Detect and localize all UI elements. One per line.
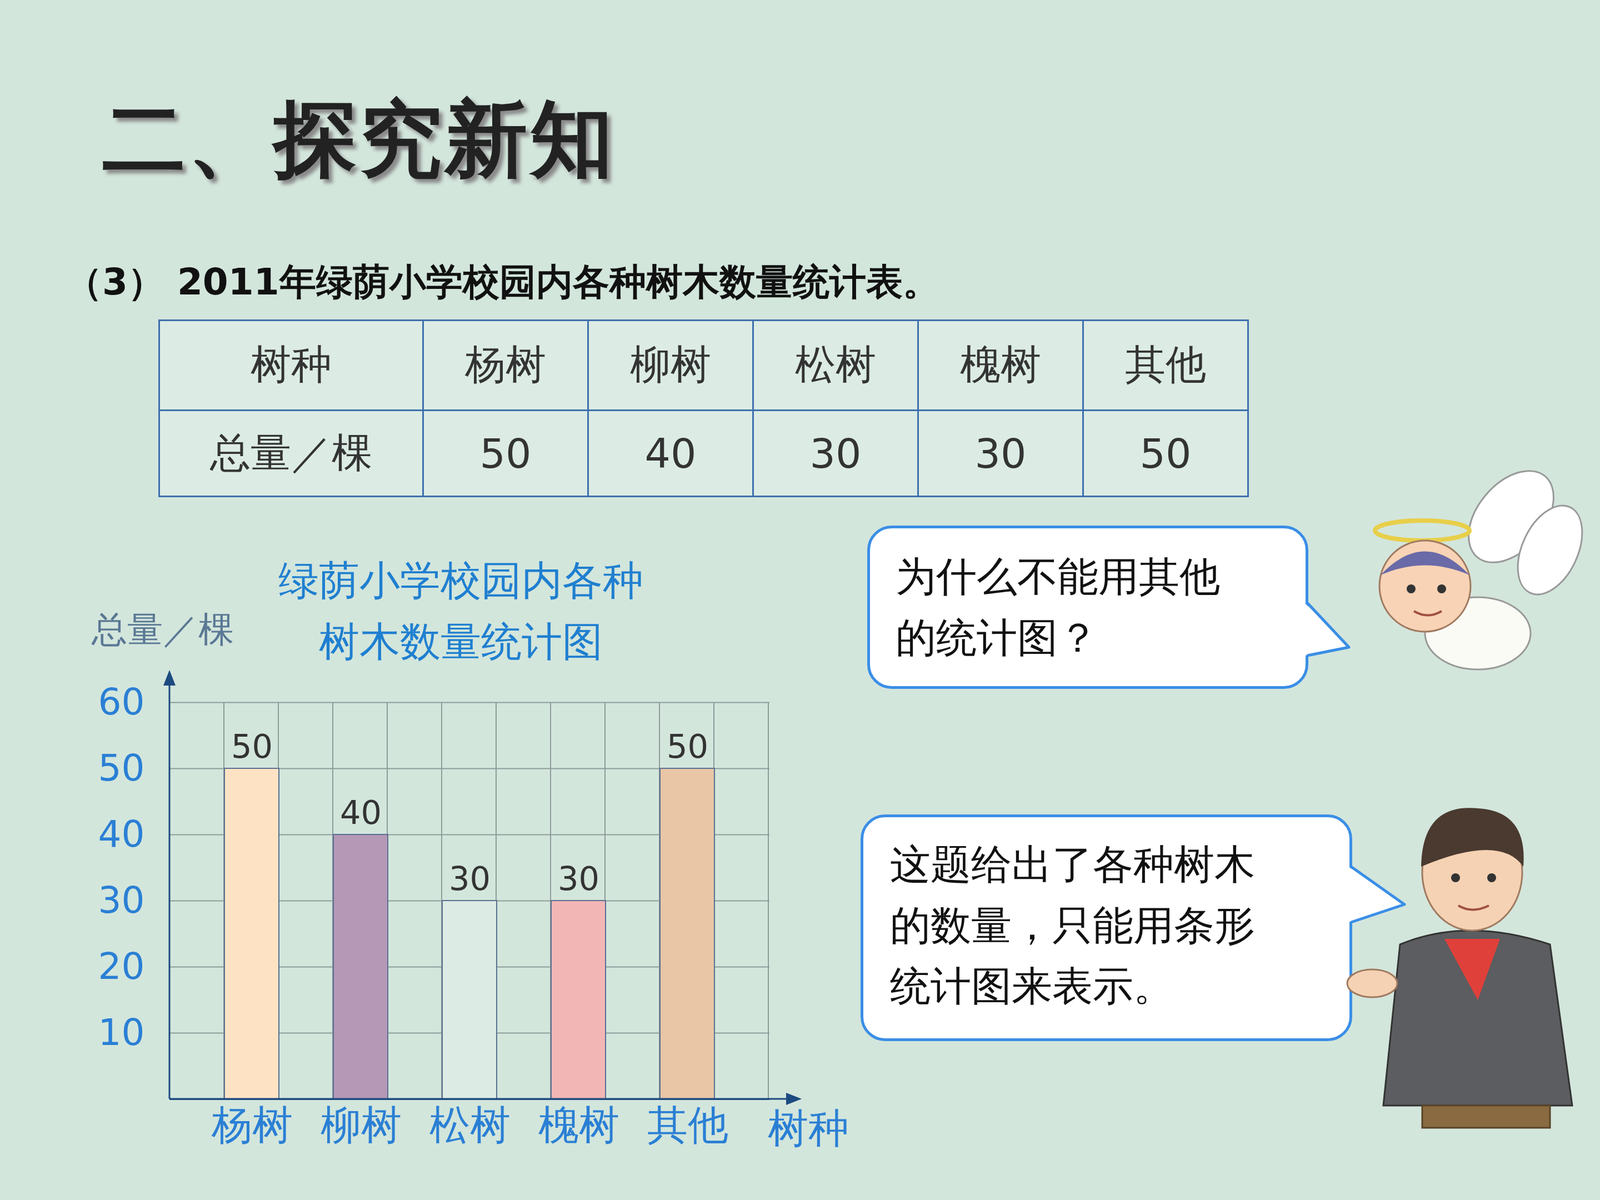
svg-text:40: 40 xyxy=(98,812,145,856)
svg-text:50: 50 xyxy=(666,727,709,766)
svg-text:50: 50 xyxy=(231,727,273,766)
html-text:50: 50 xyxy=(1139,429,1192,477)
html-text:30: 30 xyxy=(809,429,862,477)
html-text:杨树: 杨树 xyxy=(465,340,547,388)
html-text:总量／棵: 总量／棵 xyxy=(91,608,234,650)
svg-text:树种: 树种 xyxy=(767,1104,849,1152)
svg-text:30: 30 xyxy=(448,859,491,898)
html-text:松树: 松树 xyxy=(795,340,877,388)
html-text:其他: 其他 xyxy=(1125,340,1207,388)
svg-text:40: 40 xyxy=(340,793,382,832)
html-text:槐树: 槐树 xyxy=(960,340,1042,388)
html-text:柳树: 柳树 xyxy=(630,340,712,388)
html-text:50: 50 xyxy=(479,429,532,477)
html-text:绿荫小学校园内各种树木数量统计图: 绿荫小学校园内各种树木数量统计图 xyxy=(278,556,644,665)
html-text:40: 40 xyxy=(644,429,697,477)
svg-text:10: 10 xyxy=(98,1011,145,1054)
html-text:总量／棵: 总量／棵 xyxy=(210,428,373,476)
html-text:二、探究新知: 二、探究新知 xyxy=(102,90,616,188)
svg-text:其他: 其他 xyxy=(647,1101,729,1149)
svg-text:杨树: 杨树 xyxy=(211,1101,293,1149)
svg-text:30: 30 xyxy=(557,859,600,898)
html-text:为什么不能用其他的统计图？: 为什么不能用其他的统计图？ xyxy=(895,552,1220,661)
svg-text:柳树: 柳树 xyxy=(320,1101,402,1149)
html-text:树种: 树种 xyxy=(250,340,332,388)
svg-text:20: 20 xyxy=(98,945,145,988)
svg-text:50: 50 xyxy=(98,746,145,790)
svg-text:槐树: 槐树 xyxy=(538,1101,620,1149)
svg-text:30: 30 xyxy=(98,878,145,922)
svg-text:松树: 松树 xyxy=(429,1101,511,1149)
svg-text:60: 60 xyxy=(98,680,145,724)
html-text:30: 30 xyxy=(974,429,1027,477)
html-text:（3） 2011年绿荫小学校园内各种树木数量统计表。: （3） 2011年绿荫小学校园内各种树木数量统计表。 xyxy=(65,260,940,304)
html-text:这题给出了各种树木的数量，只能用条形统计图来表示。: 这题给出了各种树木的数量，只能用条形统计图来表示。 xyxy=(890,840,1255,1010)
